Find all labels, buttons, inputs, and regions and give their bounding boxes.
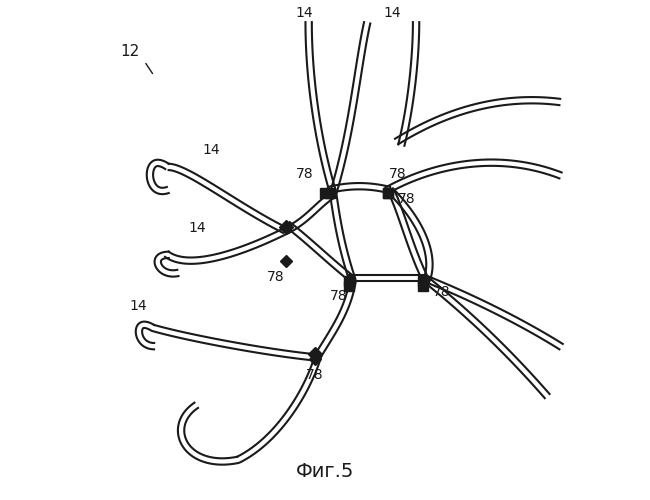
Text: 78: 78 xyxy=(389,168,406,181)
Text: 78: 78 xyxy=(266,270,284,284)
Text: 78: 78 xyxy=(398,192,416,206)
Text: 14: 14 xyxy=(296,6,313,20)
Text: 78: 78 xyxy=(432,284,450,298)
Text: 12: 12 xyxy=(120,44,139,60)
Text: 14: 14 xyxy=(203,143,220,157)
Text: 78: 78 xyxy=(330,290,348,304)
Text: 78: 78 xyxy=(306,368,323,382)
Text: Фиг.5: Фиг.5 xyxy=(296,462,354,481)
Text: 14: 14 xyxy=(384,6,401,20)
Text: 14: 14 xyxy=(129,300,148,314)
Text: 78: 78 xyxy=(296,168,313,181)
Text: 14: 14 xyxy=(188,221,206,235)
